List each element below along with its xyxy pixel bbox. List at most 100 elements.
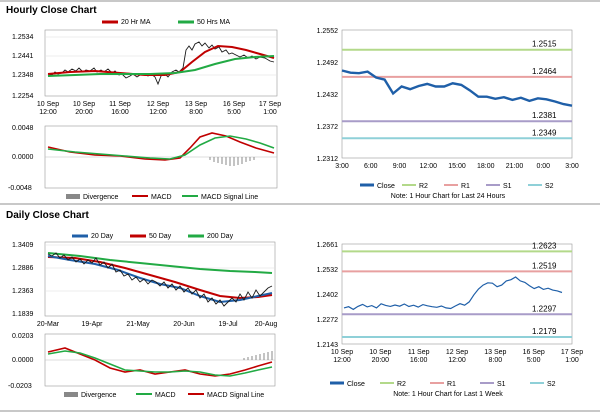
weekly-pivot-chart: 1.2661 1.2532 1.2402 1.2272 1.2143 1.2623 1.25… xyxy=(317,241,584,398)
legend-label-r1: R1 xyxy=(461,183,470,190)
legend-label-r2: R2 xyxy=(397,381,406,388)
x-tick-label: 17 Sep xyxy=(561,349,583,356)
y-tick-label: 1.2552 xyxy=(317,28,339,35)
x-tick-label: 8:00 xyxy=(489,357,503,364)
level-label-s1: 1.2381 xyxy=(532,111,557,120)
x-tick-label: 18:00 xyxy=(477,163,495,170)
chart-note: Note: 1 Hour Chart for Last 1 Week xyxy=(393,391,503,398)
y-tick-label: 1.2272 xyxy=(317,317,339,324)
hourly-y-tick: 1.2254 xyxy=(12,93,34,100)
hourly-macd-y-tick: -0.0048 xyxy=(8,185,32,192)
hourly-y-tick: 1.2534 xyxy=(12,34,34,41)
svg-text:12:00: 12:00 xyxy=(149,109,167,116)
hourly-y-tick: 1.2348 xyxy=(12,72,34,79)
x-tick-label: 10 Sep xyxy=(331,349,353,356)
close-series-line xyxy=(343,276,563,311)
level-label-s2: 1.2349 xyxy=(532,128,557,137)
y-tick-label: 1.2143 xyxy=(317,342,339,349)
legend-20hr-ma: 20 Hr MA xyxy=(121,19,151,26)
daily-y-tick: 1.2886 xyxy=(12,265,34,272)
y-tick-label: 1.2372 xyxy=(317,124,339,131)
daily-price-grid xyxy=(45,244,275,292)
svg-text:10 Sep: 10 Sep xyxy=(73,101,95,108)
y-tick-label: 1.2402 xyxy=(317,292,339,299)
x-tick-label: 9:00 xyxy=(393,163,407,170)
legend-50hr-ma: 50 Hrs MA xyxy=(197,19,230,26)
x-tick-label: 11 Sep xyxy=(408,349,430,356)
daily-section-title: Daily Close Chart xyxy=(6,210,89,221)
hourly-macd-legend: Divergence MACD MACD Signal Line xyxy=(66,194,258,201)
level-label-r2: 1.2623 xyxy=(532,241,557,250)
hourly-20hr-ma-line xyxy=(47,44,275,76)
x-tick-label: 5:00 xyxy=(527,357,541,364)
hourly-pivot-chart: 1.2552 1.2492 1.2432 1.2372 1.2312 1.2515 1.24… xyxy=(317,28,579,200)
hourly-price-chart: 20 Hr MA 50 Hrs MA 1.2534 1.2441 1.2348 … xyxy=(12,19,281,116)
legend-20-day: 20 Day xyxy=(91,233,114,240)
legend-label-r1: R1 xyxy=(447,381,456,388)
hourly-divergence-bars xyxy=(209,157,255,166)
legend-label-s1: S1 xyxy=(497,381,506,388)
svg-text:12:00: 12:00 xyxy=(39,109,57,116)
legend-200-day: 200 Day xyxy=(207,233,234,240)
y-tick-label: 1.2492 xyxy=(317,60,339,67)
x-tick-label: 12:00 xyxy=(419,163,437,170)
hourly-y-tick: 1.2441 xyxy=(12,53,34,60)
svg-text:17 Sep: 17 Sep xyxy=(259,101,281,108)
close-series-line xyxy=(341,69,573,107)
x-tick-label: 15:00 xyxy=(448,163,466,170)
svg-text:16 Sep: 16 Sep xyxy=(223,101,245,108)
hourly-macd-line xyxy=(47,132,275,161)
daily-price-plot-area xyxy=(44,241,276,317)
hourly-price-legend: 20 Hr MA 50 Hrs MA xyxy=(102,19,230,26)
daily-x-tick: 20-Jun xyxy=(173,321,195,328)
svg-text:13 Sep: 13 Sep xyxy=(185,101,207,108)
legend-label-s1: S1 xyxy=(503,183,512,190)
x-tick-label: 13 Sep xyxy=(484,349,506,356)
x-tick-label: 21:00 xyxy=(506,163,524,170)
daily-macd-legend: Divergence MACD MACD Signal Line xyxy=(64,392,264,399)
x-tick-label: 16:00 xyxy=(410,357,428,364)
daily-y-tick: 1.2363 xyxy=(12,288,34,295)
legend-label-r2: R2 xyxy=(419,183,428,190)
daily-x-tick: 19-Apr xyxy=(81,321,103,328)
daily-x-tick: 20-Mar xyxy=(37,321,60,328)
daily-y-tick: 1.1839 xyxy=(12,311,34,318)
daily-price-bars xyxy=(47,252,273,307)
svg-text:1:00: 1:00 xyxy=(263,109,277,116)
daily-price-legend: 20 Day 50 Day 200 Day xyxy=(72,233,234,240)
x-tick-label: 3:00 xyxy=(335,163,349,170)
plot-area xyxy=(341,29,573,159)
hourly-macd-chart: 0.0048 0.0000 -0.0048 Divergence MACD MA… xyxy=(8,125,278,201)
x-tick-label: 10 Sep xyxy=(369,349,391,356)
y-tick-label: 1.2661 xyxy=(317,242,339,249)
hourly-section-title: Hourly Close Chart xyxy=(6,5,97,16)
hourly-price-plot-area xyxy=(44,29,278,97)
legend-label-s2: S2 xyxy=(545,183,554,190)
middle-divider xyxy=(0,203,600,205)
daily-x-tick: 21-May xyxy=(126,321,150,328)
x-tick-label: 6:00 xyxy=(364,163,378,170)
x-tick-label: 1:00 xyxy=(565,357,579,364)
legend-label-close: Close xyxy=(377,183,395,190)
daily-x-tick: 20-Aug xyxy=(255,321,278,328)
svg-text:10 Sep: 10 Sep xyxy=(37,101,59,108)
daily-divergence-bars xyxy=(243,351,273,360)
daily-20-day-line xyxy=(47,255,273,304)
svg-text:11 Sep: 11 Sep xyxy=(109,101,131,108)
svg-text:5:00: 5:00 xyxy=(227,109,241,116)
legend-50-day: 50 Day xyxy=(149,233,172,240)
daily-200-day-line xyxy=(47,252,273,274)
svg-text:12 Sep: 12 Sep xyxy=(147,101,169,108)
legend-macd-signal: MACD Signal Line xyxy=(207,392,264,399)
daily-macd-chart: 0.0203 0.0000 -0.0203 Divergence MACD MA… xyxy=(8,333,276,399)
level-label-r1: 1.2519 xyxy=(532,261,557,270)
hourly-signal-line xyxy=(47,135,275,160)
x-tick-label: 12 Sep xyxy=(446,349,468,356)
svg-text:8:00: 8:00 xyxy=(189,109,203,116)
level-label-s1: 1.2297 xyxy=(532,304,557,313)
legend-macd-signal: MACD Signal Line xyxy=(201,194,258,201)
x-tick-label: 16 Sep xyxy=(523,349,545,356)
hourly-50hr-ma-line xyxy=(47,55,275,77)
top-divider xyxy=(0,0,600,2)
